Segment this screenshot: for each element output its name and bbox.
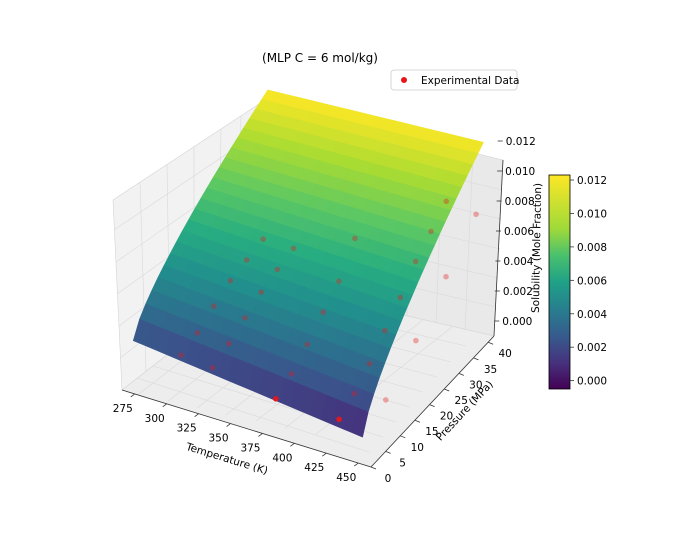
tick-mark [258, 433, 263, 437]
colorbar-tick-label: 0.008 [577, 242, 607, 254]
tick-mark [458, 373, 465, 376]
x-tick-label: 400 [272, 452, 292, 464]
z-tick-label: 0.008 [505, 196, 535, 208]
tick-mark [226, 423, 231, 427]
experimental-point [226, 340, 232, 347]
z-tick-label: 0.012 [506, 136, 536, 148]
experimental-point [211, 303, 217, 309]
colorbar-tick-label: 0.002 [577, 342, 607, 354]
chart-title: (MLP C = 6 mol/kg) [262, 51, 378, 65]
experimental-point [473, 211, 479, 218]
x-tick-label: 300 [145, 413, 165, 425]
solubility-surface [132, 89, 484, 438]
x-tick-label: 425 [304, 462, 324, 474]
x-tick-label: 275 [113, 403, 133, 415]
experimental-points [178, 198, 479, 423]
tick-mark [487, 341, 494, 345]
experimental-point [351, 390, 358, 397]
colorbar-ticks: 0.000 0.002 0.004 0.006 0.008 0.010 0.012 [570, 175, 607, 388]
x-axis-line [121, 389, 372, 468]
legend-label: Experimental Data [421, 75, 519, 87]
x-tick-label: 375 [240, 442, 260, 454]
y-tick-label: 5 [399, 457, 406, 469]
y-tick-label: 0 [385, 473, 392, 485]
colorbar-gradient [548, 174, 571, 390]
experimental-point [382, 327, 388, 334]
experimental-point [352, 235, 358, 242]
experimental-point [288, 371, 295, 377]
colorbar-tick-label: 0.012 [577, 175, 607, 187]
experimental-point [274, 266, 281, 273]
x-tick-label: 450 [336, 472, 356, 484]
y-tick-label: 15 [425, 426, 438, 438]
experimental-point [443, 198, 450, 205]
experimental-point [273, 396, 279, 402]
experimental-point [336, 278, 342, 285]
z-tick-label: 0.002 [503, 286, 533, 298]
tick-mark [290, 442, 295, 447]
z-ticks: 0.000 0.002 0.004 0.006 0.008 0.010 0.012 [494, 136, 536, 328]
tick-mark [322, 452, 327, 457]
experimental-point [443, 273, 449, 280]
experimental-point [290, 245, 297, 252]
tick-mark [429, 404, 435, 407]
tick-mark [370, 466, 377, 470]
experimental-point [336, 416, 342, 423]
surface-patch [351, 407, 369, 438]
experimental-point [227, 277, 234, 284]
tick-mark [194, 413, 199, 418]
experimental-point [366, 360, 373, 367]
legend-box [390, 69, 518, 91]
experimental-point [243, 257, 250, 263]
tick-mark [353, 462, 359, 467]
experimental-point [260, 236, 266, 242]
colorbar-tick-label: 0.010 [577, 208, 607, 220]
tick-mark [473, 357, 479, 361]
tick-mark [414, 419, 421, 423]
tick-mark [400, 435, 406, 439]
y-tick-label: 40 [498, 348, 511, 360]
x-ticks: 275 300 325 350 375 400 425 450 [113, 393, 359, 484]
tick-mark [162, 403, 167, 408]
y-tick-label: 35 [484, 364, 497, 376]
z-tick-label: 0.000 [502, 316, 532, 328]
z-axis-label: Solubility (Mole Fraction) [530, 183, 544, 313]
experimental-point [178, 352, 184, 359]
experimental-point [383, 397, 389, 403]
legend: Experimental Data [390, 69, 519, 91]
legend-marker [401, 77, 407, 83]
experimental-point [209, 364, 216, 371]
experimental-point [194, 330, 201, 336]
x-tick-label: 350 [209, 433, 229, 445]
x-tick-label: 325 [177, 423, 197, 435]
tick-mark [444, 388, 450, 392]
tick-mark [385, 451, 391, 454]
colorbar-tick-label: 0.004 [577, 309, 607, 321]
y-tick-label: 25 [455, 395, 468, 407]
z-tick-label: 0.010 [505, 166, 535, 178]
experimental-point [397, 294, 404, 301]
experimental-point [413, 337, 419, 344]
colorbar-tick-label: 0.000 [577, 376, 607, 388]
colorbar-tick-label: 0.006 [577, 275, 607, 287]
experimental-point [258, 289, 265, 296]
experimental-point [428, 228, 434, 235]
tick-mark [130, 393, 136, 398]
z-axis-line [493, 159, 504, 337]
y-tick-label: 10 [411, 442, 424, 454]
experimental-point [412, 258, 419, 265]
y-tick-label: 20 [440, 411, 453, 423]
experimental-point [304, 341, 311, 348]
z-tick-label: 0.006 [504, 226, 534, 238]
y-tick-label: 30 [469, 379, 482, 391]
z-tick-label: 0.004 [503, 256, 533, 268]
experimental-point [242, 315, 248, 321]
experimental-point [320, 309, 326, 316]
colorbar: 0.000 0.002 0.004 0.006 0.008 0.010 0.012 [548, 174, 607, 390]
